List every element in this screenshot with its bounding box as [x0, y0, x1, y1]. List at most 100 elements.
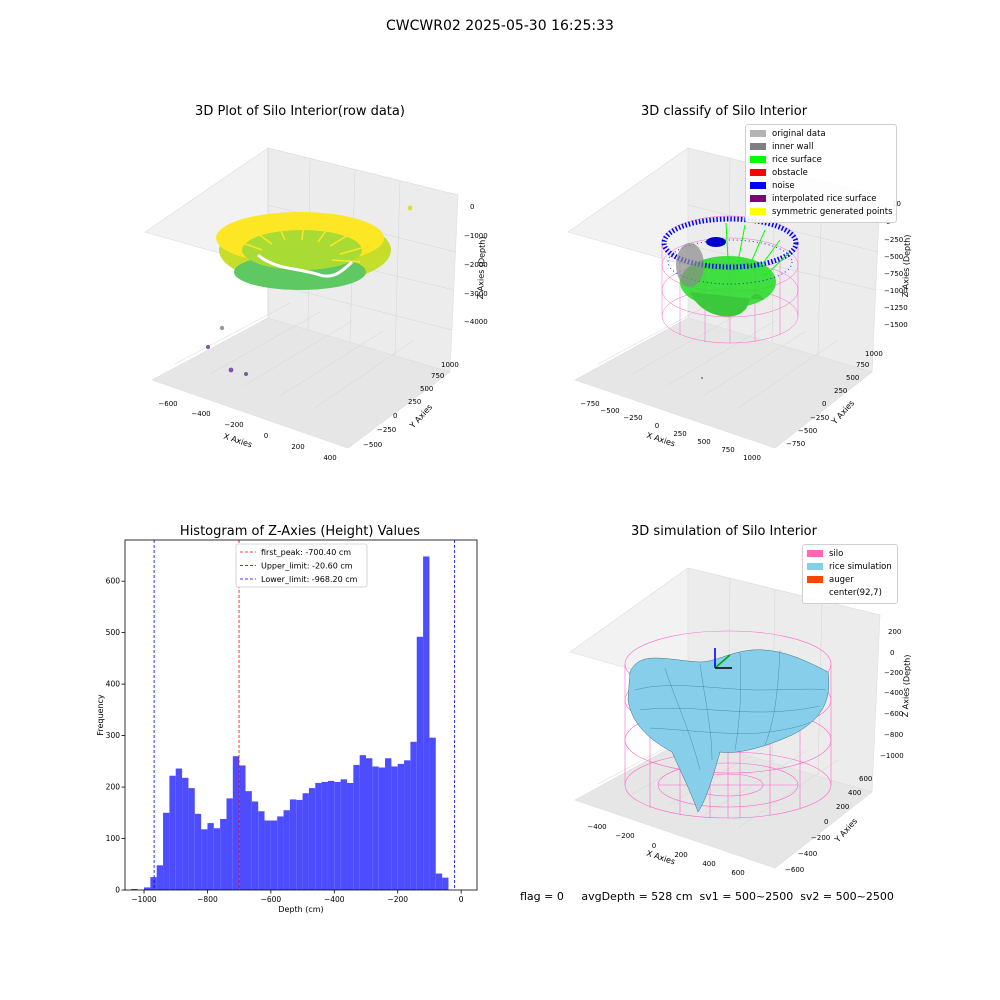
p4-xtick: −200 — [615, 832, 634, 840]
histogram-bar — [163, 812, 170, 890]
histogram-bar — [258, 811, 265, 890]
y-tick-label: 200 — [106, 783, 121, 792]
p1-ztick: −2000 — [464, 261, 488, 269]
histogram-bar — [175, 768, 183, 890]
p1-ylabel: Y Axies — [407, 403, 434, 431]
histogram-bar — [251, 801, 259, 890]
histogram-bar — [296, 799, 303, 890]
y-tick-label: 0 — [115, 886, 120, 895]
histogram-frame — [124, 539, 478, 891]
p2-ytick: 500 — [846, 374, 859, 382]
legend-label: original data — [772, 129, 826, 139]
p1-ytick: −500 — [363, 441, 382, 449]
histogram-bar — [435, 873, 443, 890]
histogram-bar — [410, 741, 417, 890]
p4-xtick: 600 — [731, 869, 744, 877]
p1-outlier-point — [219, 325, 225, 331]
y-tick-label: 600 — [106, 577, 121, 586]
p2-ztick: −750 — [884, 270, 903, 278]
p4-xlabel: X Axies — [645, 849, 676, 867]
histogram-bar — [334, 781, 341, 890]
p4-ytick: −400 — [798, 850, 817, 858]
legend-swatch — [807, 576, 823, 583]
legend-swatch — [750, 130, 766, 137]
histogram-bar — [150, 877, 157, 890]
legend-label: first_peak: -700.40 cm — [261, 548, 351, 557]
p1-xtick: 200 — [291, 443, 304, 451]
histogram-bar — [144, 887, 151, 890]
y-tick-label: 300 — [106, 731, 121, 740]
histogram-bar — [315, 782, 322, 890]
x-tick-label: −200 — [387, 895, 408, 904]
p4-xtick: 0 — [652, 842, 656, 850]
x-tick-label: −800 — [197, 895, 218, 904]
p4-xtick: 200 — [674, 851, 687, 859]
legend-label: noise — [772, 181, 795, 191]
p2-ztick: −250 — [884, 236, 903, 244]
depth-histogram: −1000 −800 −600 −400 −200 0 0 100 200 300 400 500 60… — [96, 539, 478, 914]
p1-outlier-point — [244, 372, 248, 376]
y-tick-label: 100 — [106, 834, 121, 843]
p2-xlabel: X Axies — [645, 431, 676, 449]
legend-label: Upper_limit: -20.60 cm — [261, 562, 353, 571]
p2-legend-item: obstacle — [750, 167, 892, 180]
plot2-title: 3D classify of Silo Interior — [640, 104, 808, 119]
p2-ytick: −250 — [810, 414, 829, 422]
histogram-bar — [220, 818, 227, 890]
p2-ylabel: Y Axies — [829, 399, 856, 427]
p1-x-ticks: −600 −400 −200 0 200 400 600 — [158, 400, 336, 462]
p2-legend-item: interpolated rice surface — [750, 193, 892, 206]
p4-surface-mesh — [634, 649, 827, 771]
status-footer: flag = 0 avgDepth = 528 cm sv1 = 500~250… — [520, 890, 894, 903]
p1-ytick: −250 — [377, 426, 396, 434]
histogram-bar — [416, 636, 424, 890]
p1-xtick: −400 — [191, 410, 210, 418]
histogram-bar — [213, 828, 221, 890]
p2-ytick: 0 — [822, 400, 826, 408]
p4-ytick: −200 — [811, 834, 830, 842]
p2-rice-lower — [690, 292, 764, 317]
histogram-bar — [264, 820, 271, 890]
p2-legend-item: symmetric generated points — [750, 206, 893, 219]
histogram-bar — [340, 779, 347, 890]
p1-outlier-point — [206, 345, 210, 349]
p1-xtick: −200 — [224, 421, 243, 429]
p4-ytick: 0 — [824, 818, 828, 826]
p2-xtick: 500 — [697, 438, 710, 446]
p4-ztick: −800 — [884, 731, 903, 739]
legend-swatch — [750, 195, 766, 202]
histogram-bar — [226, 798, 233, 890]
histogram-bar — [270, 820, 278, 890]
p2-xtick: 0 — [655, 422, 659, 430]
p2-xtick: −750 — [580, 400, 599, 408]
p4-z-ticks: 200 0 −200 −400 −600 −800 −1000 — [880, 628, 904, 760]
histogram-bar — [346, 782, 354, 890]
p2-stray-point — [701, 377, 703, 379]
histogram-bar — [245, 791, 252, 890]
legend-swatch — [750, 169, 766, 176]
p1-xtick: 0 — [264, 432, 268, 440]
histogram-bar — [372, 766, 379, 890]
p2-zlabel: Z Axies (Depth) — [901, 234, 912, 297]
p2-noise-scatter — [667, 239, 793, 285]
p4-xtick: 400 — [702, 860, 715, 868]
histogram-bar — [277, 816, 284, 890]
legend-swatch — [750, 208, 766, 215]
p2-xtick: −500 — [600, 407, 619, 415]
p2-legend-item: inner wall — [750, 141, 892, 154]
x-tick-label: 0 — [459, 895, 464, 904]
legend-swatch — [807, 563, 823, 570]
y-axis-label: Frequency — [96, 694, 105, 736]
p4-xtick: −400 — [587, 823, 606, 831]
histogram-bar — [327, 780, 335, 890]
p2-noise-ring — [661, 216, 799, 270]
legend-label: symmetric generated points — [772, 207, 893, 217]
histogram-bar — [194, 813, 202, 890]
p4-ytick: 400 — [848, 789, 861, 797]
p4-x-ticks: −400 −200 0 200 400 600 — [587, 823, 744, 877]
x-tick-label: −400 — [324, 895, 345, 904]
classify-3d-axes: −750 −500 −250 0 250 500 750 1000 X Axie… — [567, 147, 912, 462]
histogram-bar — [308, 788, 316, 890]
p2-ztick: −500 — [884, 253, 903, 261]
histogram-bar — [302, 793, 309, 890]
